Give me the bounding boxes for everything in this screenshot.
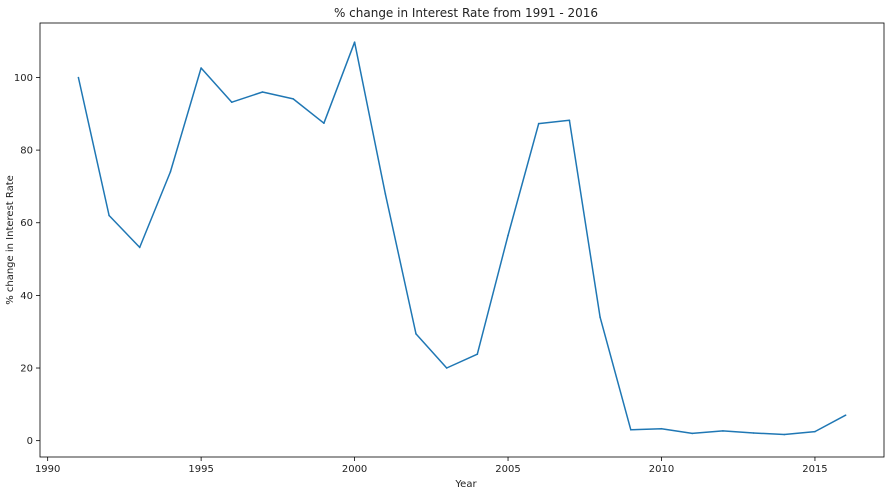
data-point — [384, 192, 387, 195]
data-point — [353, 41, 356, 43]
chart-title: % change in Interest Rate from 1991 - 20… — [334, 6, 598, 20]
x-tick-label: 2005 — [495, 464, 520, 475]
data-point — [261, 91, 264, 93]
data-point — [445, 367, 448, 369]
series-line — [77, 41, 846, 436]
y-tick-label: 60 — [20, 218, 33, 229]
y-tick-label: 80 — [20, 146, 33, 157]
x-tick-label: 1995 — [188, 464, 213, 475]
y-axis-label: % change in Interest Rate — [5, 175, 16, 305]
data-point — [752, 432, 755, 434]
data-point — [415, 333, 417, 335]
data-point — [599, 316, 601, 319]
data-point — [630, 429, 632, 431]
data-point — [108, 214, 110, 217]
data-point — [77, 76, 80, 79]
y-tick-label: 20 — [20, 364, 33, 375]
data-point — [200, 67, 202, 69]
x-tick-label: 1990 — [35, 464, 60, 475]
y-tick-label: 40 — [20, 291, 33, 302]
data-point — [568, 119, 571, 122]
data-point — [507, 234, 509, 237]
data-point — [138, 246, 141, 249]
y-tick-label: 100 — [14, 73, 33, 84]
plot-area-frame — [39, 22, 885, 458]
data-point — [292, 98, 295, 100]
y-axis: 0 20 40 60 80 100 — [14, 73, 40, 447]
data-point — [660, 427, 663, 430]
data-point — [537, 122, 540, 125]
x-tick-label: 2000 — [342, 464, 367, 475]
data-point — [722, 430, 724, 432]
data-point — [476, 353, 479, 356]
x-tick-label: 2010 — [649, 464, 674, 475]
series-points — [77, 41, 847, 436]
data-point — [323, 122, 325, 124]
data-point — [783, 433, 786, 436]
data-point — [814, 430, 816, 433]
data-point — [231, 101, 233, 103]
data-point — [844, 414, 847, 417]
x-axis-label: Year — [454, 479, 477, 490]
data-point — [691, 432, 693, 435]
x-tick-label: 2015 — [802, 464, 827, 475]
x-axis: 1990 1995 2000 2005 2010 2015 — [35, 457, 828, 475]
y-tick-label: 0 — [27, 436, 33, 447]
data-point — [169, 171, 172, 173]
